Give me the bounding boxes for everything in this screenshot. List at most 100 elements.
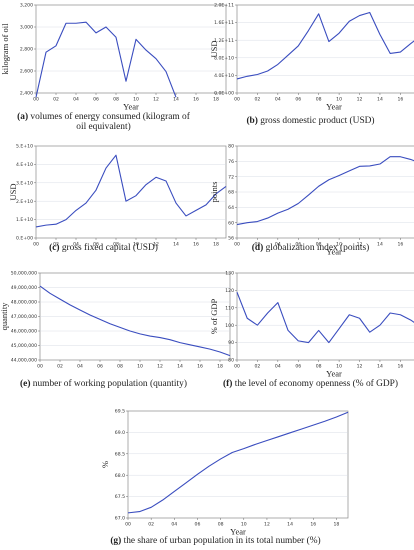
- y-tick-label: 46,000,000: [11, 329, 37, 335]
- x-tick-label: 04: [275, 364, 281, 370]
- figure-caption: (f) the level of economy openness (% of …: [223, 378, 398, 389]
- y-tick-label: 2,600: [20, 69, 33, 75]
- chart-panel-e: 44,000,000 45,000,000 46,000,000 47,000,000…: [0, 271, 231, 389]
- figure-caption: (b) gross domestic product (USD): [246, 115, 374, 126]
- x-tick-label: 10: [336, 242, 342, 248]
- x-tick-label: 02: [254, 97, 260, 103]
- x-tick-label: 02: [57, 364, 63, 370]
- x-tick-label: 06: [93, 242, 99, 248]
- y-tick-label: 2,400: [20, 91, 33, 97]
- x-tick-label: 16: [397, 364, 403, 370]
- y-tick-label: 90: [228, 340, 234, 346]
- x-tick-label: 00: [234, 97, 240, 103]
- y-tick-label: 47,000,000: [11, 314, 37, 320]
- series-line: [35, 154, 227, 228]
- y-tick-label: 1.E+10: [16, 217, 33, 223]
- chart-panel-c: 0.E+00 1.E+10 2.E+10 3.E+10 4.E+10 5.E+10 00 02…: [8, 144, 227, 253]
- y-axis-label: quantity: [0, 302, 9, 331]
- figure-caption: (d) globalization index (points): [252, 242, 369, 253]
- x-tick-label: 12: [153, 97, 159, 103]
- caption-text: number of working population (quantity): [33, 378, 187, 389]
- plot-frame: [35, 145, 227, 239]
- x-tick-label: 16: [193, 97, 199, 103]
- x-tick-label: 10: [133, 242, 139, 248]
- x-tick-label: 02: [53, 97, 59, 103]
- x-tick-label: 14: [377, 97, 383, 103]
- y-tick-label: 45,000,000: [11, 343, 37, 349]
- y-tick-label: 3,000: [20, 25, 33, 31]
- y-tick-label: 5.E+10: [16, 144, 33, 150]
- x-tick-label: 14: [173, 242, 179, 248]
- y-tick-label: 48,000,000: [11, 300, 37, 306]
- chart-panel-d: 56 60 64 68 72 76 80 00 02 04 06 08 10 12 14 16 18 Year po…: [209, 144, 414, 257]
- y-tick-label: 110: [225, 305, 234, 311]
- x-tick-label: 06: [97, 364, 103, 370]
- y-tick-label: 67.0: [115, 516, 125, 522]
- x-tick-label: 18: [217, 364, 223, 370]
- x-tick-label: 14: [173, 97, 179, 103]
- series-line: [236, 156, 414, 226]
- x-tick-label: 14: [377, 364, 383, 370]
- y-axis-label: kilogram of oil: [0, 23, 10, 75]
- x-axis-label: Year: [326, 247, 342, 257]
- x-tick-label: 06: [295, 364, 301, 370]
- y-tick-label: 64: [228, 205, 234, 211]
- x-tick-label: 08: [316, 242, 322, 248]
- x-tick-label: 12: [357, 97, 363, 103]
- caption-letter: (f): [223, 378, 235, 389]
- x-tick-label: 16: [397, 97, 403, 103]
- y-axis-label: %: [100, 461, 110, 468]
- y-tick-label: 76: [228, 159, 234, 165]
- x-tick-label: 10: [137, 364, 143, 370]
- y-axis-label: points: [209, 182, 219, 203]
- plot-frame: [236, 272, 414, 361]
- y-tick-label: 56: [228, 236, 234, 242]
- x-tick-label: 10: [336, 364, 342, 370]
- chart-panel-b: 0.0E+00 4.0E+10 8.0E+10 1.2E+11 1.6E+11 2.0E+…: [209, 3, 414, 126]
- caption-letter: (b): [246, 115, 260, 126]
- x-tick-label: 04: [73, 242, 79, 248]
- y-tick-label: 1.6E+11: [214, 20, 234, 26]
- chart-panel-g: 67.0 67.5 68.0 68.5 69.0 69.5 00 02 04 06 08 10 12 14…: [100, 409, 349, 546]
- y-tick-label: 68.5: [115, 451, 125, 457]
- caption-text: oil equivalent): [76, 121, 130, 132]
- x-tick-label: 10: [241, 522, 247, 528]
- figure-caption: (c) gross fixed capital (USD): [49, 242, 158, 253]
- x-tick-label: 02: [254, 242, 260, 248]
- x-tick-label: 10: [336, 97, 342, 103]
- x-tick-label: 00: [33, 97, 39, 103]
- y-tick-label: 50,000,000: [11, 271, 37, 277]
- x-tick-label: 18: [213, 242, 219, 248]
- caption-letter: (a): [17, 111, 30, 122]
- y-tick-label: 120: [225, 288, 234, 294]
- x-tick-label: 00: [234, 364, 240, 370]
- x-tick-label: 12: [357, 242, 363, 248]
- y-tick-label: 80: [228, 358, 234, 364]
- series-line: [236, 11, 414, 80]
- x-tick-label: 00: [125, 522, 131, 528]
- x-tick-label: 12: [357, 364, 363, 370]
- x-tick-label: 06: [295, 242, 301, 248]
- y-tick-label: 1.2E+11: [214, 38, 234, 44]
- x-tick-label: 02: [53, 242, 59, 248]
- y-tick-label: 130: [225, 271, 234, 277]
- series-line: [236, 291, 414, 344]
- x-tick-label: 02: [148, 522, 154, 528]
- y-tick-label: 49,000,000: [11, 285, 37, 291]
- y-tick-label: 2.0E+11: [214, 3, 234, 9]
- x-tick-label: 00: [37, 364, 43, 370]
- x-tick-label: 12: [153, 242, 159, 248]
- x-axis-label: Year: [326, 102, 342, 112]
- y-tick-label: 44,000,000: [11, 358, 37, 364]
- x-tick-label: 16: [397, 242, 403, 248]
- x-tick-label: 08: [218, 522, 224, 528]
- y-axis-label: USD: [209, 40, 219, 57]
- series-line: [127, 411, 349, 514]
- caption-text: globalization index (points): [266, 242, 370, 253]
- y-tick-label: 80: [228, 144, 234, 150]
- x-tick-label: 08: [117, 364, 123, 370]
- x-tick-label: 06: [93, 97, 99, 103]
- x-tick-label: 04: [275, 242, 281, 248]
- plot-frame: [127, 410, 349, 519]
- y-tick-label: 60: [228, 220, 234, 226]
